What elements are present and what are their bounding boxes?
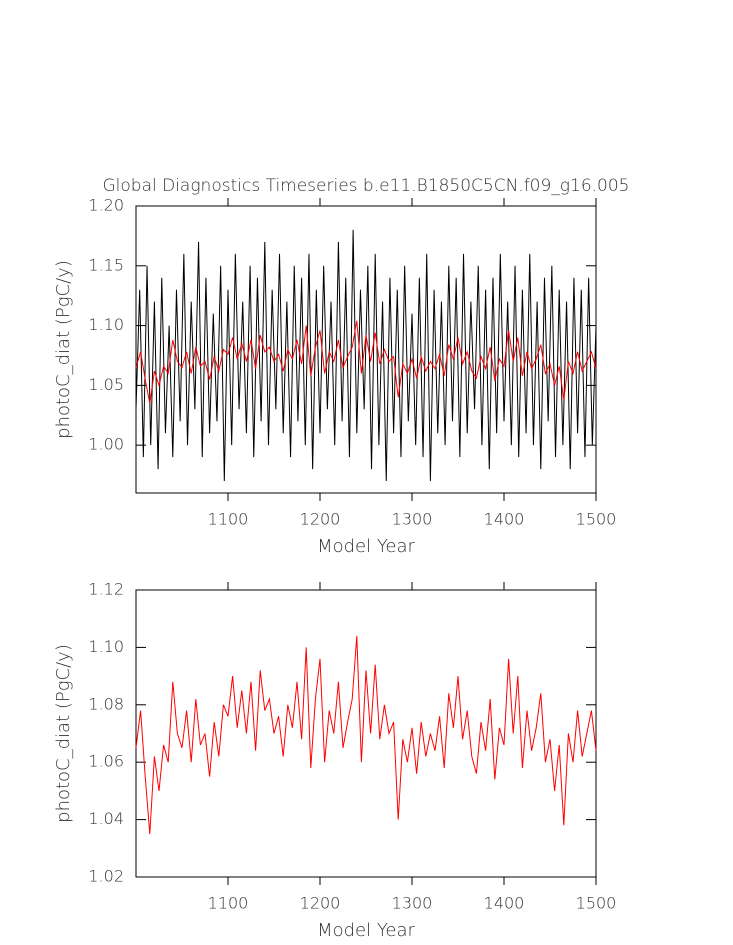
x-tick-label: 1100 xyxy=(208,894,249,913)
x-axis-label: Model Year xyxy=(317,536,415,557)
y-tick-label: 1.12 xyxy=(88,580,124,599)
x-tick-label: 1400 xyxy=(484,894,525,913)
series-line xyxy=(135,320,597,404)
y-tick-label: 1.10 xyxy=(88,315,124,334)
y-tick-label: 1.06 xyxy=(88,752,124,771)
y-tick-label: 1.20 xyxy=(88,196,124,215)
chart-title: Global Diagnostics Timeseries b.e11.B185… xyxy=(102,176,629,196)
series-line xyxy=(135,635,597,834)
y-axis-label: photoC_diat (PgC/y) xyxy=(53,644,74,823)
y-axis-label: photoC_diat (PgC/y) xyxy=(53,260,74,439)
x-tick-label: 1500 xyxy=(576,510,617,529)
x-tick-label: 1200 xyxy=(300,510,341,529)
plot-frame xyxy=(135,205,597,494)
y-tick-label: 1.00 xyxy=(88,435,124,454)
x-tick-label: 1300 xyxy=(392,510,433,529)
x-tick-label: 1500 xyxy=(576,894,617,913)
y-tick-label: 1.05 xyxy=(88,375,124,394)
x-tick-label: 1200 xyxy=(300,894,341,913)
y-tick-label: 1.04 xyxy=(88,809,124,828)
y-tick-label: 1.10 xyxy=(88,637,124,656)
y-tick-label: 1.15 xyxy=(88,255,124,274)
x-tick-label: 1100 xyxy=(208,510,249,529)
x-tick-label: 1300 xyxy=(392,894,433,913)
series-line xyxy=(135,229,597,482)
x-axis-label: Model Year xyxy=(317,920,415,941)
plot-frame xyxy=(135,589,597,878)
y-tick-label: 1.02 xyxy=(88,867,124,886)
x-tick-label: 1400 xyxy=(484,510,525,529)
y-tick-label: 1.08 xyxy=(88,694,124,713)
